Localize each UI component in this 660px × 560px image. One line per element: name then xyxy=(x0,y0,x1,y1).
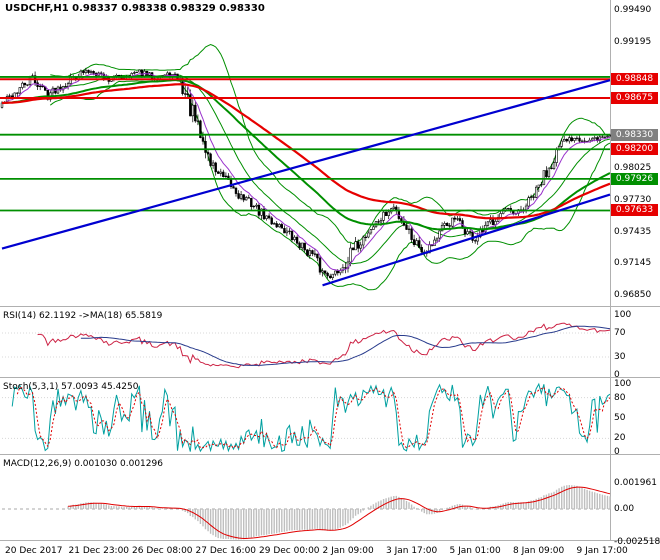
macd-histogram xyxy=(67,485,611,540)
rsi-ma-line xyxy=(80,325,611,366)
macd-axis-label: -0.002518 xyxy=(614,537,660,548)
price-badge: 0.98200 xyxy=(611,143,658,156)
stoch-axis-label: 100 xyxy=(614,379,632,389)
rsi-axis-label: 70 xyxy=(614,328,626,338)
time-axis-label: 3 Jan 17:00 xyxy=(386,546,438,556)
price-scale-label: 0.97730 xyxy=(614,195,652,205)
macd-signal-line xyxy=(68,486,611,539)
stoch-k-line xyxy=(11,382,611,453)
ma-slow-line xyxy=(1,83,611,220)
rsi-panel-title: RSI(14) 62.1192 ->MA(18) 65.5819 xyxy=(3,311,163,321)
time-axis-label: 29 Dec 00:00 xyxy=(259,546,320,556)
price-scale-label: 0.98025 xyxy=(614,163,652,174)
price-scale-label: 0.97145 xyxy=(614,258,652,269)
rsi-axis-label: 0 xyxy=(614,370,620,380)
ma-fast-line xyxy=(1,72,611,272)
price-badge: 0.98848 xyxy=(611,73,658,86)
price-scale[interactable]: 0.99490 0.99195 0.98025 0.97730 0.97435 0.971… xyxy=(610,0,660,560)
bollinger-lower-band xyxy=(49,79,611,291)
price-badge: 0.97633 xyxy=(611,204,658,217)
stoch-axis-label: 0 xyxy=(614,447,620,457)
time-axis-label: 21 Dec 23:00 xyxy=(68,546,130,556)
bollinger-upper-band xyxy=(50,43,611,245)
time-axis-label: 27 Dec 16:00 xyxy=(195,546,257,556)
price-badge: 0.98330 xyxy=(611,129,658,142)
price-badge: 0.98675 xyxy=(611,91,658,104)
time-axis-label: 9 Jan 17:00 xyxy=(576,546,628,556)
stoch-axis-label: 80 xyxy=(614,392,626,403)
candles-down xyxy=(11,69,604,278)
trend-line[interactable] xyxy=(322,193,611,287)
macd-panel-title: MACD(12,26,9) 0.001030 0.001296 xyxy=(3,459,163,469)
macd-axis-label: 0.00 xyxy=(614,504,635,514)
candles-up xyxy=(0,69,612,278)
chart-title: USDCHF,H1 0.98337 0.98338 0.98329 0.9833… xyxy=(5,3,265,14)
time-axis[interactable]: 20 Dec 2017 21 Dec 23:00 26 Dec 08:00 27 De… xyxy=(0,543,660,560)
rsi-line xyxy=(37,322,611,369)
rsi-axis-label: 30 xyxy=(614,352,626,362)
time-axis-label: 20 Dec 2017 xyxy=(5,546,63,556)
price-scale-label: 0.97435 xyxy=(614,226,652,237)
stoch-axis-label: 50 xyxy=(614,413,626,423)
macd-axis-label: 0.001961 xyxy=(614,477,657,488)
ma-mid-line xyxy=(1,79,611,231)
time-axis-label: 8 Jan 09:00 xyxy=(513,546,565,556)
rsi-axis-label: 100 xyxy=(614,310,632,320)
time-axis-label: 26 Dec 08:00 xyxy=(132,546,193,556)
stoch-d-line xyxy=(16,386,611,449)
time-axis-label: 2 Jan 09:00 xyxy=(322,546,374,556)
price-scale-label: 0.99490 xyxy=(614,5,652,15)
stoch-axis-label: 20 xyxy=(614,433,626,444)
time-axis-label: 5 Jan 01:00 xyxy=(449,546,501,556)
price-badge: 0.97926 xyxy=(611,172,658,185)
stoch-panel-title: Stoch(5,3,1) 57.0093 45.4250 xyxy=(3,382,139,392)
price-scale-label: 0.96850 xyxy=(614,290,652,300)
trend-line[interactable] xyxy=(1,79,611,250)
price-scale-label: 0.99195 xyxy=(614,36,652,47)
